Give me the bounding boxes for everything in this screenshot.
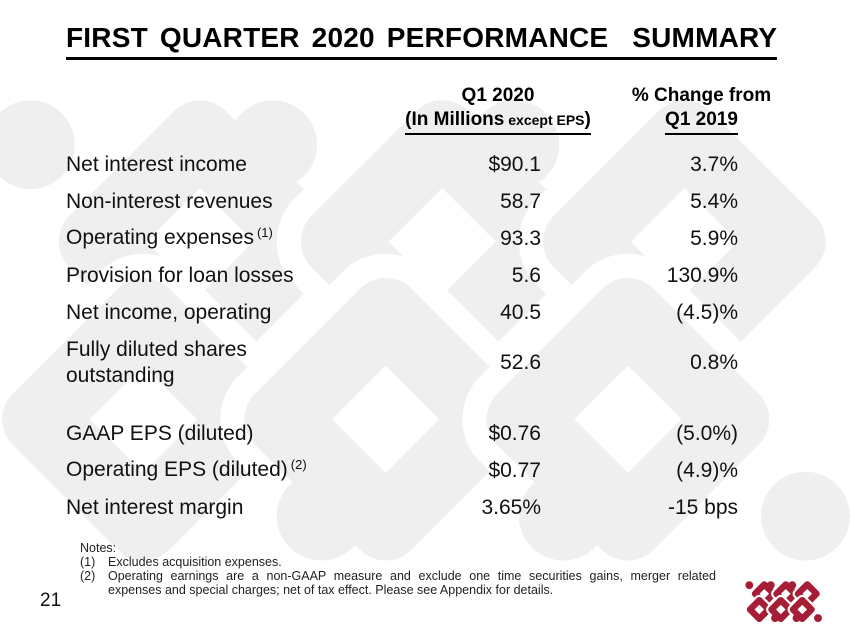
units-main: (In Millions — [405, 109, 505, 130]
pct-change-line2: Q1 2019 — [625, 109, 778, 135]
row-label-text: Net interest margin — [66, 495, 244, 519]
row-label: Net income, operating — [66, 300, 421, 326]
footnote-2: (2) Operating earnings are a non-GAAP me… — [80, 569, 716, 597]
row-label-text: Non-interest revenues — [66, 189, 273, 213]
pct-change-year: Q1 2019 — [665, 109, 738, 135]
column-header-units: (In Millions except EPS) — [388, 109, 608, 135]
row-label: Operating EPS (diluted) (2) — [66, 457, 421, 485]
row-value-q1-2020: $0.77 — [488, 458, 541, 482]
row-value-q1-2020: 3.65% — [481, 495, 541, 519]
row-label-text: Provision for loan losses — [66, 263, 294, 287]
column-header-pct-change: % Change from Q1 2019 — [625, 84, 778, 135]
row-value-q1-2020: 5.6 — [511, 263, 541, 287]
row-label: Provision for loan losses — [66, 263, 421, 289]
row-label: GAAP EPS (diluted) — [66, 421, 421, 447]
row-label-text: Operating expenses — [66, 225, 254, 249]
units-small: except EPS — [504, 112, 585, 128]
row-footnote-marker: (1) — [256, 224, 273, 240]
footnote-1-number: (1) — [80, 555, 96, 569]
row-pct-change: 130.9% — [666, 263, 738, 287]
header-spacer — [66, 84, 388, 135]
footnote-1: (1) Excludes acquisition expenses. — [80, 555, 716, 569]
row-label: Net interest margin — [66, 495, 421, 521]
row-value-q1-2020: 40.5 — [500, 300, 541, 324]
footnote-1-text: Excludes acquisition expenses. — [108, 555, 282, 569]
footnotes: Notes: (1) Excludes acquisition expenses… — [80, 541, 716, 597]
performance-table-body: Net interest income $90.1 3.7% Non-inter… — [66, 146, 738, 526]
row-label-text: Net income, operating — [66, 300, 272, 324]
row-label-text: Fully diluted shares outstanding — [66, 338, 247, 387]
table-row: Operating expenses (1) 93.3 5.9% — [66, 220, 738, 257]
footnote-2-text: Operating earnings are a non-GAAP measur… — [108, 569, 716, 597]
slide-title: FIRST QUARTER 2020 PERFORMANCE SUMMARY — [66, 22, 778, 60]
header-spacer — [608, 84, 625, 135]
units-close: ) — [584, 109, 591, 130]
row-value-q1-2020: 93.3 — [500, 226, 541, 250]
row-pct-change: (5.0%) — [676, 421, 738, 445]
table-header: Q1 2020 (In Millions except EPS) % Chang… — [66, 84, 778, 135]
company-logo — [745, 578, 823, 624]
row-pct-change: 3.7% — [690, 152, 738, 176]
table-row: Net interest margin 3.65% -15 bps — [66, 489, 738, 526]
table-row: Fully diluted shares outstanding 52.6 0.… — [66, 331, 738, 395]
notes-heading: Notes: — [80, 541, 117, 555]
row-pct-change: (4.9)% — [676, 458, 738, 482]
table-row: Net income, operating 40.5 (4.5)% — [66, 294, 738, 331]
table-row: Net interest income $90.1 3.7% — [66, 146, 738, 183]
row-label-text: Net interest income — [66, 152, 247, 176]
table-row: Non-interest revenues 58.7 5.4% — [66, 183, 738, 220]
row-pct-change: (4.5)% — [676, 300, 738, 324]
row-label-text: GAAP EPS (diluted) — [66, 421, 254, 445]
column-header-q1-2020-line1: Q1 2020 — [461, 85, 535, 106]
row-value-q1-2020: $90.1 — [488, 152, 541, 176]
row-label-text: Operating EPS (diluted) — [66, 457, 288, 481]
pct-change-line1: % Change from — [631, 85, 772, 106]
row-pct-change: 0.8% — [690, 351, 738, 374]
row-footnote-marker: (2) — [290, 456, 307, 472]
row-label: Net interest income — [66, 152, 421, 178]
row-value-q1-2020: 52.6 — [500, 351, 541, 374]
footnote-2-number: (2) — [80, 569, 96, 583]
row-pct-change: 5.9% — [690, 226, 738, 250]
table-row: Operating EPS (diluted) (2) $0.77 (4.9)% — [66, 452, 738, 489]
row-label: Fully diluted shares outstanding — [66, 337, 421, 389]
column-header-q1-2020: Q1 2020 (In Millions except EPS) — [388, 84, 608, 135]
page-number: 21 — [40, 590, 62, 611]
row-pct-change: -15 bps — [667, 495, 738, 519]
row-label: Non-interest revenues — [66, 189, 421, 215]
table-row: Provision for loan losses 5.6 130.9% — [66, 257, 738, 294]
row-pct-change: 5.4% — [690, 189, 738, 213]
row-value-q1-2020: $0.76 — [488, 421, 541, 445]
row-value-q1-2020: 58.7 — [500, 189, 541, 213]
table-row: GAAP EPS (diluted) $0.76 (5.0%) — [66, 415, 738, 452]
row-label: Operating expenses (1) — [66, 225, 421, 253]
